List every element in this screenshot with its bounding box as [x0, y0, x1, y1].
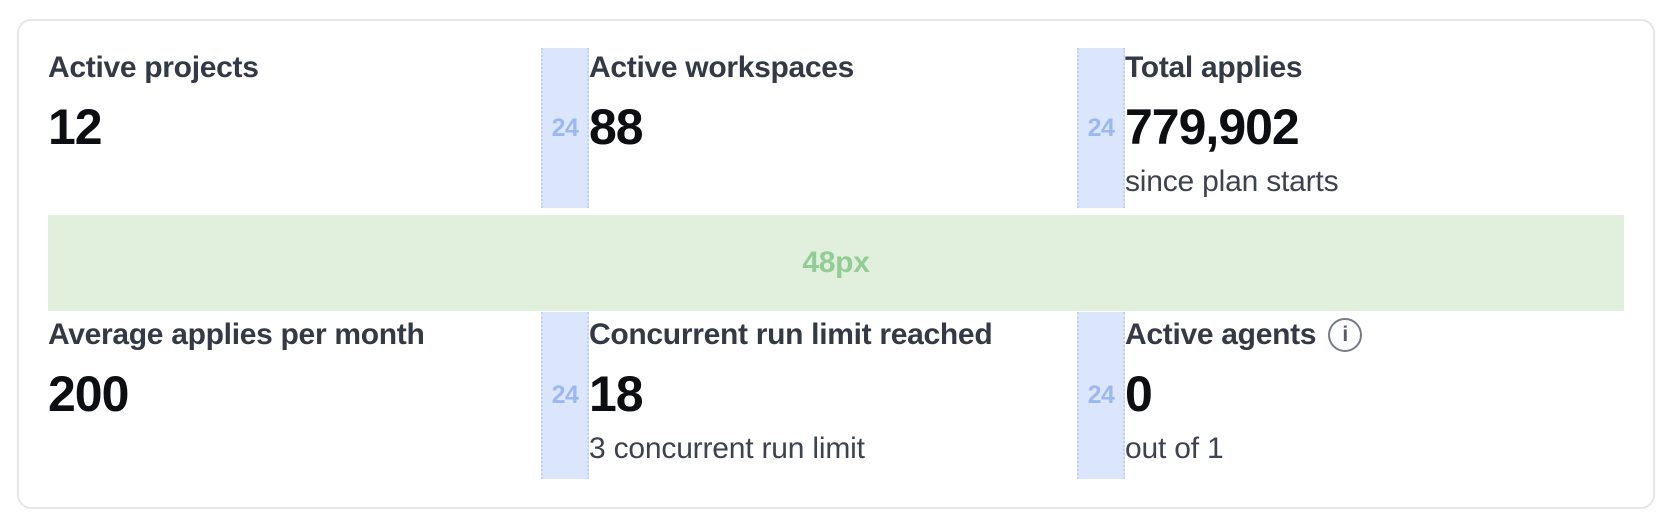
row-gap-overlay: 48px — [48, 215, 1624, 311]
stat-value: 18 — [589, 366, 644, 422]
column-gap-size-label: 24 — [1087, 113, 1115, 142]
stat-cell-active-projects: Active projects 12 — [48, 48, 538, 156]
stat-value: 12 — [48, 99, 103, 155]
stat-label: Active workspaces — [589, 51, 855, 84]
column-gap-overlay: 24 — [1077, 312, 1125, 479]
stat-cell-active-workspaces: Active workspaces 88 — [589, 48, 1074, 156]
column-gap-size-label: 24 — [1087, 381, 1115, 409]
stat-value: 0 — [1125, 366, 1153, 422]
column-gap-size-label: 24 — [551, 381, 579, 409]
stat-label: Active projects — [48, 51, 259, 84]
column-gap-overlay: 24 — [541, 312, 589, 479]
row-gap-size-label: 48px — [802, 246, 870, 279]
stat-label-row: Active agents i — [1125, 315, 1624, 355]
stat-value: 200 — [48, 366, 129, 422]
stat-sublabel: out of 1 — [1125, 432, 1224, 465]
column-gap-size-label: 24 — [551, 113, 579, 142]
column-gap-overlay: 24 — [541, 48, 589, 208]
stat-value: 88 — [589, 99, 644, 155]
info-icon[interactable]: i — [1328, 318, 1363, 352]
stat-label: Total applies — [1125, 51, 1303, 84]
stat-cell-concurrent-run-limit: Concurrent run limit reached 18 3 concur… — [589, 315, 1074, 469]
stat-sublabel: 3 concurrent run limit — [589, 432, 865, 465]
stat-label: Concurrent run limit reached — [589, 318, 993, 351]
stat-label: Average applies per month — [48, 318, 425, 351]
stat-cell-average-applies-per-month: Average applies per month 200 — [48, 315, 538, 423]
stat-sublabel: since plan starts — [1125, 165, 1339, 198]
stat-cell-total-applies: Total applies 779,902 since plan starts — [1125, 48, 1624, 202]
info-icon-glyph: i — [1342, 323, 1348, 346]
column-gap-overlay: 24 — [1077, 48, 1125, 208]
stat-label: Active agents — [1125, 318, 1317, 351]
stat-value: 779,902 — [1125, 99, 1300, 155]
stat-cell-active-agents: Active agents i 0 out of 1 — [1125, 315, 1624, 469]
